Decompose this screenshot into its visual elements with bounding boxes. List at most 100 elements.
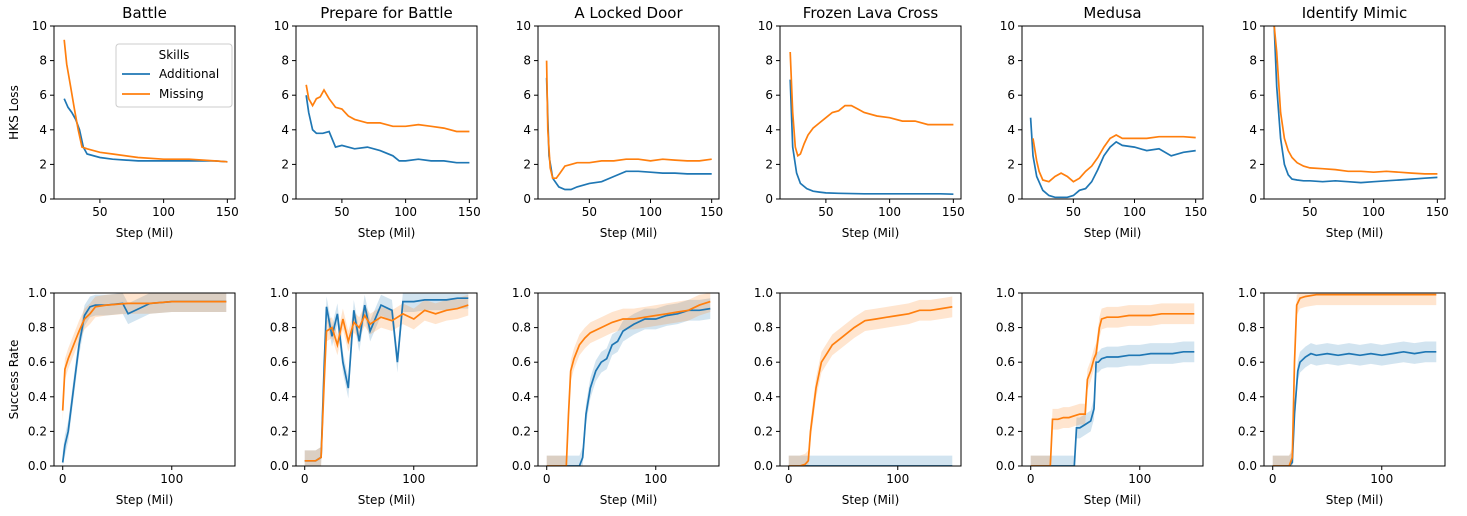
y-axis-label: Success Rate <box>7 340 21 420</box>
series-line-missing <box>788 305 953 466</box>
x-tick-label: 100 <box>160 472 183 486</box>
series-line-missing <box>545 60 712 180</box>
y-tick-label: 0.2 <box>754 424 773 438</box>
axes-frame <box>779 292 962 467</box>
axes-frame <box>1263 25 1446 200</box>
x-tick-label: 50 <box>1066 205 1081 219</box>
axes-frame <box>53 25 236 200</box>
legend-title: Skills <box>159 48 190 62</box>
subplot-3: 0 2 4 6 8 10 50 100 150 A Locked Door Step (Mil) <box>516 4 723 240</box>
x-tick-label: 100 <box>639 205 662 219</box>
y-tick-label: 0.0 <box>754 459 773 473</box>
y-tick-label: 4 <box>765 123 773 137</box>
y-tick-label: 0.0 <box>996 459 1015 473</box>
axes-frame <box>779 25 962 200</box>
series-line-additional <box>63 98 228 163</box>
y-tick-label: 8 <box>1007 54 1015 68</box>
y-tick-label: 6 <box>39 88 47 102</box>
y-tick-label: 1.0 <box>1238 286 1257 300</box>
y-tick-label: 4 <box>1007 123 1015 137</box>
subplot-11: 0.0 0.2 0.4 0.6 0.8 1.0 0 100 Step (Mil) <box>996 286 1204 507</box>
x-axis-label: Step (Mil) <box>116 226 174 240</box>
x-tick-label: 100 <box>402 472 425 486</box>
y-tick-label: 8 <box>765 54 773 68</box>
x-tick-label: 150 <box>1184 205 1207 219</box>
y-tick-label: 6 <box>1249 88 1257 102</box>
y-tick-label: 0.4 <box>1238 390 1257 404</box>
y-tick-label: 0.0 <box>512 459 531 473</box>
legend-entry-additional: Additional <box>159 67 219 81</box>
band-missing <box>1030 303 1195 466</box>
y-tick-label: 2 <box>1007 157 1015 171</box>
y-tick-label: 0.4 <box>754 390 773 404</box>
y-tick-label: 8 <box>39 54 47 68</box>
y-tick-label: 10 <box>516 19 531 33</box>
x-tick-label: 100 <box>1362 205 1385 219</box>
y-tick-label: 0.8 <box>1238 321 1257 335</box>
y-tick-label: 0.6 <box>512 355 531 369</box>
y-tick-label: 10 <box>1242 19 1257 33</box>
x-tick-label: 100 <box>1128 472 1151 486</box>
y-tick-label: 0.6 <box>270 355 289 369</box>
y-tick-label: 0.4 <box>270 390 289 404</box>
subplot-title: A Locked Door <box>574 4 683 22</box>
x-tick-label: 0 <box>785 472 793 486</box>
y-tick-label: 6 <box>765 88 773 102</box>
subplot-2: 0 2 4 6 8 10 50 100 150 Prepare for Battle Step (M… <box>274 4 481 240</box>
band-additional <box>1272 341 1437 466</box>
x-tick-label: 100 <box>878 205 901 219</box>
subplot-7: 0.0 0.2 0.4 0.6 0.8 1.0 0 100 Step (Mil) Success … <box>7 286 236 507</box>
y-tick-label: 0 <box>765 192 773 206</box>
x-tick-label: 150 <box>942 205 965 219</box>
axes-frame <box>537 292 720 467</box>
axes-frame <box>1021 292 1204 467</box>
x-axis-label: Step (Mil) <box>842 226 900 240</box>
y-tick-label: 0.0 <box>270 459 289 473</box>
x-axis-label: Step (Mil) <box>358 226 416 240</box>
y-tick-label: 2 <box>523 157 531 171</box>
x-tick-label: 50 <box>334 205 349 219</box>
y-tick-label: 1.0 <box>270 286 289 300</box>
x-tick-label: 100 <box>1370 472 1393 486</box>
x-tick-label: 50 <box>92 205 107 219</box>
y-tick-label: 10 <box>32 19 47 33</box>
x-axis-label: Step (Mil) <box>1084 226 1142 240</box>
x-tick-label: 100 <box>644 472 667 486</box>
y-tick-label: 1.0 <box>512 286 531 300</box>
y-tick-label: 0 <box>39 192 47 206</box>
axes-frame <box>295 25 478 200</box>
subplot-10: 0.0 0.2 0.4 0.6 0.8 1.0 0 100 Step (Mil) <box>754 286 962 507</box>
axes-frame <box>295 292 478 467</box>
band-additional <box>788 455 953 466</box>
y-tick-label: 0.8 <box>28 321 47 335</box>
y-tick-label: 10 <box>758 19 773 33</box>
subplot-title: Battle <box>122 4 167 22</box>
band-missing <box>62 293 227 422</box>
x-axis-label: Step (Mil) <box>600 493 658 507</box>
x-axis-label: Step (Mil) <box>116 493 174 507</box>
y-tick-label: 8 <box>523 54 531 68</box>
axes-frame <box>53 292 236 467</box>
y-tick-label: 0.4 <box>28 390 47 404</box>
x-axis-label: Step (Mil) <box>1326 493 1384 507</box>
series-line-additional <box>546 307 711 466</box>
x-tick-label: 100 <box>394 205 417 219</box>
y-tick-label: 1.0 <box>28 286 47 300</box>
series-line-missing <box>546 300 711 466</box>
x-tick-label: 0 <box>1269 472 1277 486</box>
series-line-missing <box>1273 26 1438 175</box>
series-line-additional <box>545 77 712 191</box>
y-tick-label: 2 <box>1249 157 1257 171</box>
subplot-5: 0 2 4 6 8 10 50 100 150 Medusa Step (Mil) <box>1000 4 1207 240</box>
x-tick-label: 150 <box>216 205 239 219</box>
y-tick-label: 0.4 <box>996 390 1015 404</box>
subplot-12: 0.0 0.2 0.4 0.6 0.8 1.0 0 100 Step (Mil) <box>1238 286 1446 507</box>
y-tick-label: 2 <box>39 157 47 171</box>
series-line-missing <box>1030 312 1195 466</box>
x-axis-label: Step (Mil) <box>1084 493 1142 507</box>
band-additional <box>546 298 711 466</box>
y-tick-label: 4 <box>523 123 531 137</box>
y-tick-label: 0.8 <box>996 321 1015 335</box>
series-line-additional <box>1030 350 1195 466</box>
